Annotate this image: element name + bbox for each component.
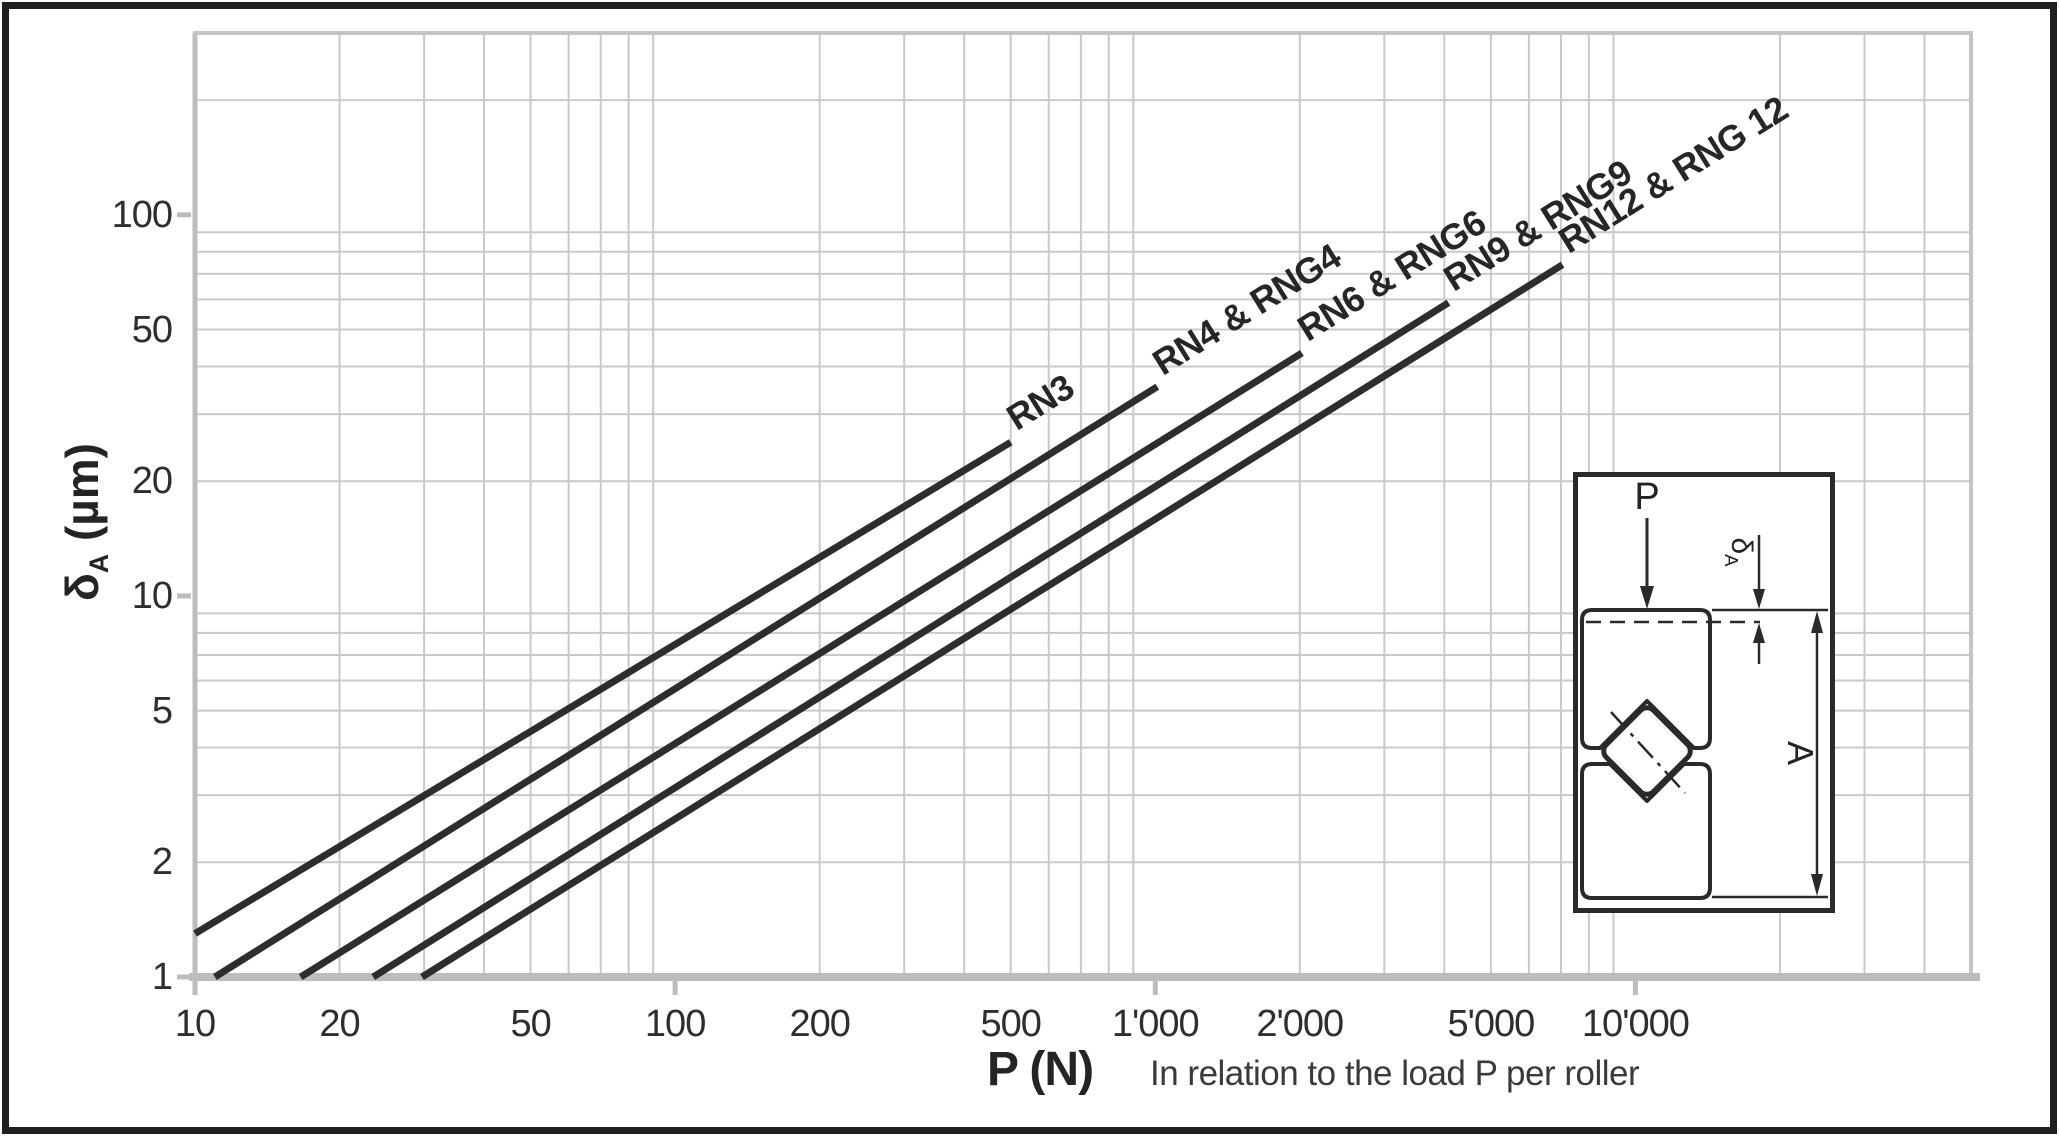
x-tick-label-2000: 2'000 bbox=[1256, 1003, 1344, 1045]
x-tick-label-10000: 10'000 bbox=[1581, 1003, 1690, 1045]
y-axis-symbol: δ bbox=[56, 573, 108, 601]
x-tick-label-100: 100 bbox=[644, 1003, 706, 1045]
curve-rn6 bbox=[298, 350, 1304, 980]
inset-diagram bbox=[1573, 472, 1835, 913]
inset-drawing bbox=[1573, 472, 1835, 913]
x-tick-label-1000: 1'000 bbox=[1111, 1003, 1200, 1045]
roller-centerline bbox=[1610, 711, 1686, 794]
y-tick-label-1: 1 bbox=[151, 956, 173, 998]
y-axis-symbol-subscript: A bbox=[84, 553, 115, 574]
x-tick-label-500: 500 bbox=[980, 1003, 1042, 1045]
delta-dim-down-arrow bbox=[1753, 589, 1765, 609]
curve-rn3 bbox=[193, 439, 1013, 937]
y-tick-label-20: 20 bbox=[131, 460, 173, 503]
y-tick-label-5: 5 bbox=[151, 689, 173, 732]
axis-tick-marks bbox=[177, 212, 1638, 995]
curve-rn9 bbox=[371, 299, 1451, 980]
delta-dim-up-arrow bbox=[1753, 623, 1765, 643]
curve-rn12 bbox=[420, 261, 1565, 980]
x-tick-label-50: 50 bbox=[510, 1003, 551, 1045]
y-tick-label-50: 50 bbox=[131, 308, 173, 351]
a-dim-arrow-bottom bbox=[1811, 874, 1823, 896]
inset-p-label: P bbox=[1634, 476, 1660, 518]
y-tick-label-10: 10 bbox=[131, 574, 173, 617]
y-tick-label-2: 2 bbox=[151, 841, 173, 884]
x-tick-label-5000: 5'000 bbox=[1447, 1003, 1535, 1045]
x-tick-label-10: 10 bbox=[174, 1003, 216, 1045]
x-tick-label-20: 20 bbox=[319, 1003, 360, 1045]
data-curves bbox=[193, 261, 1565, 980]
y-axis-unit: (µm) bbox=[56, 443, 108, 542]
curve-rn4 bbox=[213, 383, 1160, 980]
x-tick-label-200: 200 bbox=[789, 1003, 850, 1045]
plot-border bbox=[189, 31, 1980, 981]
p-load-arrow-head bbox=[1640, 586, 1654, 609]
inset-delta-label: δA bbox=[1721, 537, 1758, 567]
inset-a-label: A bbox=[1780, 740, 1821, 765]
a-dim-arrow-top bbox=[1811, 611, 1823, 633]
y-tick-label-100: 100 bbox=[111, 193, 173, 236]
bottom-plate bbox=[1580, 762, 1712, 900]
x-axis-note: In relation to the load P per roller bbox=[1150, 1054, 1640, 1093]
y-axis-title: δA (µm) bbox=[56, 362, 114, 682]
x-axis-title: P (N) bbox=[986, 1043, 1094, 1096]
